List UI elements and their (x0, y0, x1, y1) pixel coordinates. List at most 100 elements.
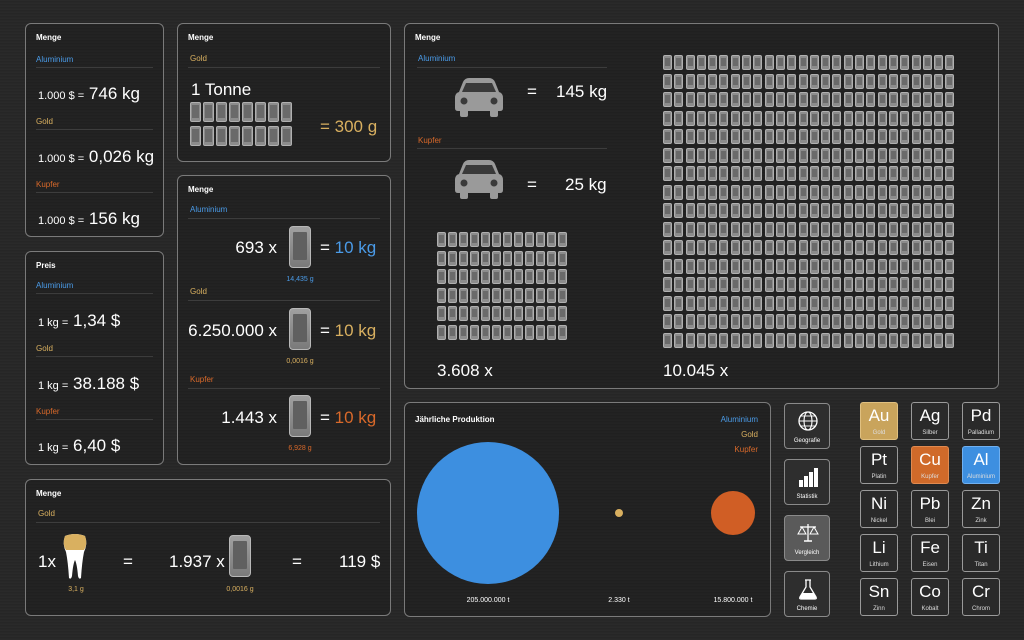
phone-mini-icon (934, 73, 944, 89)
phone-mini-icon (459, 250, 468, 266)
element-zink-button[interactable]: Zn Zink (962, 490, 1000, 528)
panel-title: Menge (36, 33, 62, 42)
phone-mini-icon (775, 332, 785, 348)
phone-mini-icon (708, 55, 718, 70)
phone-mini-icon (685, 240, 695, 255)
element-lithium-button[interactable]: Li Lithium (860, 534, 898, 572)
phone-mini-icon (877, 295, 887, 311)
phone-mini-icon (945, 314, 955, 329)
phone-mini-icon (730, 314, 740, 329)
element-name: Gold (872, 430, 886, 436)
nav-geografie-button[interactable]: Geografie (784, 403, 830, 449)
phone-mini-icon (708, 166, 718, 181)
phone-mini-icon (536, 287, 545, 303)
phone-mini-icon (481, 287, 490, 303)
phone-mini-icon (911, 332, 921, 348)
phone-mini-icon (536, 250, 545, 266)
phone-mini-icon (674, 258, 684, 274)
phone-mini-icon (945, 73, 955, 89)
phone-mini-icon (663, 166, 672, 181)
phone-mini-icon (877, 203, 887, 218)
phone-mini-icon (866, 221, 876, 237)
phone-mini-icon (730, 277, 740, 292)
phone-mini-icon (900, 110, 910, 126)
phone-mini-icon (719, 147, 729, 163)
legend-aluminium: Aluminium (720, 415, 758, 424)
nav-statistik-button[interactable]: Statistik (784, 459, 830, 505)
element-nickel-button[interactable]: Ni Nickel (860, 490, 898, 528)
phone-mini-icon (448, 250, 457, 266)
element-palladium-button[interactable]: Pd Palladium (962, 402, 1000, 440)
phone-mini-icon (900, 73, 910, 89)
phone-mini-icon (911, 203, 921, 218)
element-gold-button[interactable]: Au Gold (860, 402, 898, 440)
phone-mini-icon (696, 332, 706, 348)
phone-mini-icon (787, 314, 797, 329)
tooth-weight: 3,1 g (68, 586, 84, 593)
phone-mini-icon (696, 258, 706, 274)
phone-mini-icon (798, 110, 808, 126)
phone-mini-icon (809, 295, 819, 311)
phone-mini-icon (934, 314, 944, 329)
phone-mini-icon (798, 295, 808, 311)
label-gold: Gold (36, 117, 53, 126)
label-aluminium: Aluminium (418, 54, 456, 63)
phone-mini-icon (877, 332, 887, 348)
legend-kupfer: Kupfer (734, 445, 758, 454)
element-platin-button[interactable]: Pt Platin (860, 446, 898, 484)
label-kupfer: Kupfer (36, 180, 60, 189)
phone-mini-icon (911, 277, 921, 292)
phone-mini-icon (877, 129, 887, 144)
phone-mini-icon (888, 73, 898, 89)
value-gold: 2.330 t (608, 597, 630, 604)
phone-mini-icon (525, 232, 534, 247)
label-gold: Gold (36, 344, 53, 353)
element-silber-button[interactable]: Ag Silber (911, 402, 949, 440)
nav-chemie-button[interactable]: Chemie (784, 571, 830, 617)
element-kupfer-button[interactable]: Cu Kupfer (911, 446, 949, 484)
phone-mini-icon (787, 73, 797, 89)
phone-mini-icon (787, 221, 797, 237)
element-name: Zinn (873, 606, 885, 612)
phone-mini-icon (775, 92, 785, 107)
phone-mini-icon (855, 92, 865, 107)
phone-mini-icon (934, 55, 944, 70)
phone-mini-icon (877, 166, 887, 181)
phone-mini-icon (787, 110, 797, 126)
phone-mini-icon (798, 332, 808, 348)
element-eisen-button[interactable]: Fe Eisen (911, 534, 949, 572)
phone-mini-icon (674, 73, 684, 89)
phone-mini-icon (945, 110, 955, 126)
element-zinn-button[interactable]: Sn Zinn (860, 578, 898, 616)
panel-title: Jährliche Produktion (415, 415, 495, 424)
element-kobalt-button[interactable]: Co Kobalt (911, 578, 949, 616)
phone-mini-icon (663, 92, 672, 107)
phone-mini-icon (547, 250, 556, 266)
phone-icon (289, 226, 311, 268)
phone-mini-icon (696, 166, 706, 181)
phone-mini-icon (787, 295, 797, 311)
phone-mini-icon (719, 166, 729, 181)
phone-mini-icon (922, 258, 932, 274)
phone-mini-icon (536, 269, 545, 284)
phone-mini-icon (764, 147, 774, 163)
element-chrom-button[interactable]: Cr Chrom (962, 578, 1000, 616)
phone-mini-icon (911, 166, 921, 181)
phone-mini-icon (821, 258, 831, 274)
phone-mini-icon (448, 324, 457, 340)
phone-mini-icon (821, 221, 831, 237)
phone-mini-icon (900, 92, 910, 107)
element-aluminium-button[interactable]: Al Aluminium (962, 446, 1000, 484)
phone-mini-icon (900, 129, 910, 144)
phone-mini-icon (719, 314, 729, 329)
phone-mini-icon (696, 92, 706, 107)
element-titan-button[interactable]: Ti Titan (962, 534, 1000, 572)
tonne-heading: 1 Tonne (191, 80, 252, 99)
element-blei-button[interactable]: Pb Blei (911, 490, 949, 528)
phone-mini-icon (708, 258, 718, 274)
row-aluminium: 1.000 $ = 746 kg (38, 84, 140, 103)
phone-mini-icon (558, 269, 567, 284)
phone-mini-icon (459, 287, 468, 303)
nav-vergleich-button[interactable]: Vergleich (784, 515, 830, 561)
phone-mini-icon (832, 184, 842, 200)
